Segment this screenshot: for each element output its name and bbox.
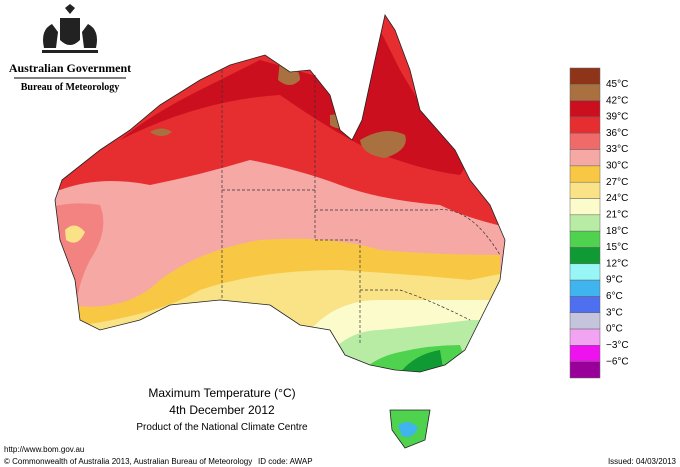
legend-swatch	[569, 116, 601, 134]
legend-swatch	[569, 165, 601, 183]
legend-swatch	[569, 149, 601, 167]
legend-label: 15°C	[606, 242, 628, 253]
map-date: 4th December 2012	[169, 403, 275, 417]
agency-name: Bureau of Meteorology	[21, 82, 120, 93]
legend-label: 18°C	[606, 226, 628, 237]
legend-swatch	[569, 263, 601, 281]
temperature-map	[55, 15, 505, 372]
legend-label: 39°C	[606, 112, 628, 123]
footer-issued: Issued: 04/03/2013	[608, 457, 677, 466]
map-title: Maximum Temperature (°C)	[148, 386, 295, 400]
footer-copyright: © Commonwealth of Australia 2013, Austra…	[4, 457, 252, 466]
legend-label: 3°C	[606, 307, 623, 318]
government-name: Australian Government	[9, 61, 131, 75]
legend-swatch	[569, 279, 601, 297]
legend-swatch	[569, 181, 601, 199]
footer-url: http://www.bom.gov.au	[4, 445, 84, 454]
legend-label: 27°C	[606, 177, 628, 188]
legend-label: 24°C	[606, 193, 628, 204]
legend-swatch	[569, 100, 601, 118]
legend-swatch	[569, 296, 601, 313]
legend-swatch	[569, 361, 601, 379]
footer-id: ID code: AWAP	[258, 457, 313, 466]
state-borders	[221, 70, 501, 345]
legend-swatch	[569, 214, 601, 232]
tasmania-cold	[398, 422, 418, 437]
legend-swatch	[569, 328, 601, 346]
legend: 45°C 42°C 39°C 36°C 33°C 30°C 27°C 24°C 21°C 18°C…	[569, 67, 629, 379]
legend-swatch	[569, 247, 601, 265]
legend-swatch	[569, 198, 601, 216]
legend-label: −3°C	[606, 340, 629, 351]
legend-label: 21°C	[606, 209, 628, 220]
legend-label: −6°C	[606, 356, 629, 367]
legend-label: 12°C	[606, 258, 628, 269]
legend-swatch	[569, 230, 601, 248]
legend-label: 6°C	[606, 291, 623, 302]
map-product: Product of the National Climate Centre	[136, 422, 308, 433]
coastline	[54, 13, 506, 373]
legend-label: 9°C	[606, 275, 623, 286]
legend-swatch	[569, 312, 601, 330]
legend-label: 42°C	[606, 95, 628, 106]
legend-label: 36°C	[606, 128, 628, 139]
legend-swatch	[569, 84, 601, 101]
coat-of-arms	[42, 4, 98, 53]
legend-label: 45°C	[606, 79, 628, 90]
legend-swatch	[569, 67, 601, 85]
legend-swatch	[569, 345, 601, 362]
legend-swatch	[569, 133, 601, 150]
legend-label: 0°C	[606, 324, 623, 335]
legend-label: 33°C	[606, 144, 628, 155]
legend-label: 30°C	[606, 161, 628, 172]
